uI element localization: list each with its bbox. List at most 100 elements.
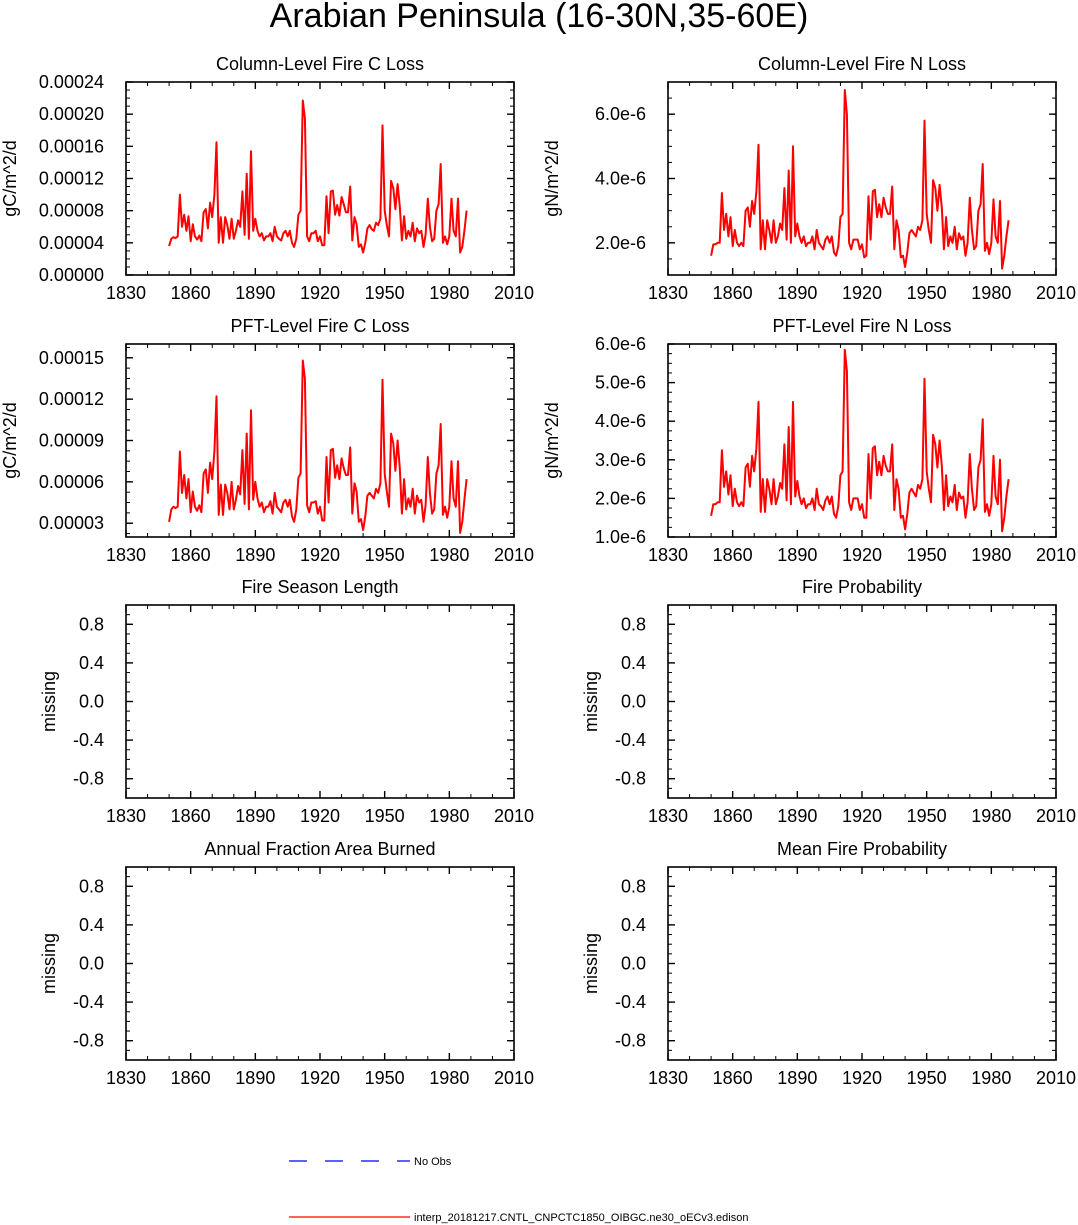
chart-title: Column-Level Fire C Loss [216,54,424,74]
y-axis-label: gC/m^2/d [0,402,20,478]
y-axis-label: gN/m^2/d [542,140,562,216]
x-tick-label: 1890 [235,1068,275,1088]
legend-model-label: interp_20181217.CNTL_CNPCTC1850_OIBGC.ne… [414,1212,748,1224]
plot-frame [667,604,1057,799]
y-tick-label: 0.0 [621,954,646,974]
plot-frame [125,81,515,276]
x-tick-label: 1950 [365,545,405,565]
x-tick-label: 1890 [235,283,275,303]
y-tick-label: 3.0e-6 [595,450,646,470]
y-tick-label: -0.4 [73,730,104,750]
y-tick-label: 0.4 [621,653,646,673]
x-tick-label: 1920 [842,806,882,826]
y-tick-label: 0.0 [621,692,646,712]
x-tick-label: 1920 [300,1068,340,1088]
x-tick-label: 1830 [648,1068,688,1088]
x-tick-label: 2010 [1036,806,1076,826]
series-line [710,89,1010,270]
chart-panel: Annual Fraction Area Burned missing 1830 18… [39,839,534,1088]
y-tick-label: 0.4 [79,653,104,673]
x-tick-label: 1890 [777,283,817,303]
x-tick-label: 1860 [713,283,753,303]
y-tick-label: 6.0e-6 [595,334,646,354]
x-tick-label: 1920 [842,283,882,303]
y-tick-label: 0.8 [621,876,646,896]
y-axis-label: missing [39,933,59,994]
y-tick-label: 0.00009 [39,431,104,451]
x-tick-label: 1860 [713,1068,753,1088]
y-tick-label: 0.00024 [39,72,104,92]
y-tick-label: -0.4 [615,992,646,1012]
y-tick-label: 0.00016 [39,136,104,156]
x-tick-label: 1920 [842,1068,882,1088]
plot-frame [667,866,1057,1061]
x-tick-label: 1890 [777,545,817,565]
x-tick-label: 2010 [1036,283,1076,303]
x-tick-label: 1980 [429,806,469,826]
x-tick-label: 1980 [971,1068,1011,1088]
y-tick-label: -0.8 [615,769,646,789]
x-tick-label: 1950 [907,1068,947,1088]
y-tick-label: 2.0e-6 [595,488,646,508]
y-tick-label: 6.0e-6 [595,104,646,124]
y-axis-label: gC/m^2/d [0,140,20,216]
chart-title: Fire Probability [802,577,922,597]
x-tick-label: 1830 [106,283,146,303]
x-tick-label: 2010 [494,1068,534,1088]
x-tick-label: 1950 [907,545,947,565]
x-tick-label: 1860 [171,283,211,303]
x-tick-label: 1950 [365,283,405,303]
y-tick-label: 0.00003 [39,513,104,533]
x-tick-label: 2010 [1036,1068,1076,1088]
y-tick-label: 0.4 [621,915,646,935]
chart-title: PFT-Level Fire C Loss [230,316,409,336]
y-tick-label: 0.00004 [39,233,104,253]
y-tick-label: 0.0 [79,692,104,712]
x-tick-label: 1950 [907,283,947,303]
chart-panel: Column-Level Fire N Loss gN/m^2/d 1830 1860… [542,54,1076,303]
x-tick-label: 1950 [365,1068,405,1088]
x-tick-label: 2010 [494,283,534,303]
x-tick-label: 1980 [971,545,1011,565]
x-tick-label: 2010 [1036,545,1076,565]
chart-panel: Column-Level Fire C Loss gC/m^2/d 1830 1860… [0,54,534,303]
y-tick-label: 0.4 [79,915,104,935]
x-tick-label: 1950 [365,806,405,826]
chart-title: PFT-Level Fire N Loss [772,316,951,336]
y-tick-label: 0.0 [79,954,104,974]
series-line [168,99,468,254]
figure-title: Arabian Peninsula (16-30N,35-60E) [270,0,809,35]
chart-panel: Fire Season Length missing 1830 1860 1890 192… [39,577,534,826]
x-tick-label: 1920 [300,283,340,303]
y-tick-label: 4.0e-6 [595,411,646,431]
x-tick-label: 1890 [235,545,275,565]
y-tick-label: -0.8 [615,1031,646,1051]
y-tick-label: 0.00012 [39,169,104,189]
x-tick-label: 1920 [842,545,882,565]
legend: No Obs interp_20181217.CNTL_CNPCTC1850_O… [289,1156,748,1224]
x-tick-label: 1860 [713,806,753,826]
y-tick-label: 0.00012 [39,389,104,409]
series-line [710,348,1010,533]
x-tick-label: 1980 [429,1068,469,1088]
x-tick-label: 1890 [235,806,275,826]
chart-title: Column-Level Fire N Loss [758,54,966,74]
x-tick-label: 1920 [300,806,340,826]
series-line [168,359,468,534]
x-tick-label: 1830 [106,545,146,565]
chart-title: Fire Season Length [241,577,398,597]
y-tick-label: -0.4 [615,730,646,750]
y-axis-label: missing [581,933,601,994]
y-tick-label: 0.00015 [39,348,104,368]
y-tick-label: -0.8 [73,769,104,789]
y-tick-label: 5.0e-6 [595,373,646,393]
y-tick-label: 0.8 [621,614,646,634]
chart-title: Annual Fraction Area Burned [204,839,435,859]
chart-panel: PFT-Level Fire C Loss gC/m^2/d 1830 1860 189… [0,316,534,565]
x-tick-label: 1980 [429,545,469,565]
x-tick-label: 1950 [907,806,947,826]
y-tick-label: 0.8 [79,614,104,634]
y-tick-label: -0.4 [73,992,104,1012]
chart-panel: Fire Probability missing 1830 1860 1890 1920 1… [581,577,1076,826]
x-tick-label: 1860 [713,545,753,565]
